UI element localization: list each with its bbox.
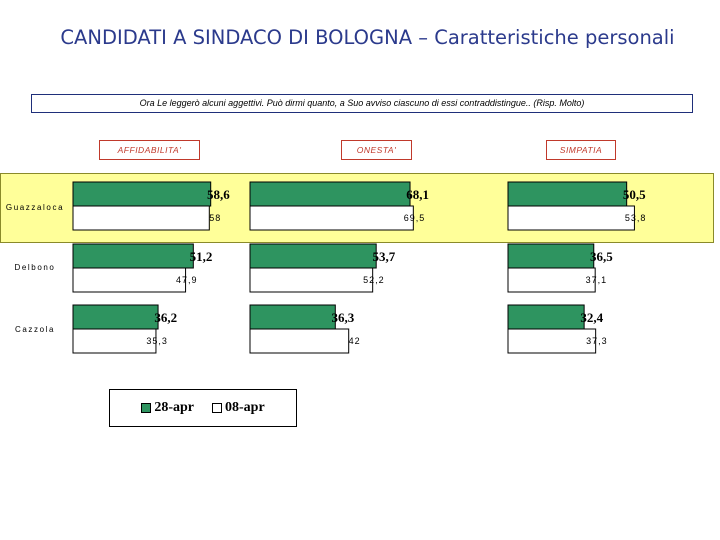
data-label-08-apr-guazzaloca-simpatia: 53,8 <box>625 213 647 223</box>
data-label-08-apr-delbono-simpatia: 37,1 <box>586 275 608 285</box>
category-onesta: ONESTA' <box>341 140 412 160</box>
legend: 28-apr 08-apr <box>109 389 297 427</box>
data-label-28-apr-delbono-affidabilita: 51,2 <box>190 249 213 264</box>
candidate-label-delbono: Delbono <box>14 263 56 272</box>
data-label-28-apr-delbono-onesta: 53,7 <box>372 249 395 264</box>
data-label-08-apr-cazzola-simpatia: 37,3 <box>586 336 608 346</box>
bar-28-apr-delbono-simpatia <box>507 243 595 269</box>
page-title: CANDIDATI A SINDACO DI BOLOGNA – Caratte… <box>60 26 675 49</box>
data-label-28-apr-cazzola-onesta: 36,3 <box>332 310 355 325</box>
bar-08-apr-cazzola-affidabilita <box>72 328 157 354</box>
bar-28-apr-cazzola-affidabilita <box>72 304 159 330</box>
category-affidabilita: AFFIDABILITA' <box>99 140 200 160</box>
data-label-08-apr-cazzola-onesta: 42 <box>349 336 361 346</box>
legend-item-28apr: 28-apr <box>141 400 194 416</box>
data-label-08-apr-guazzaloca-onesta: 69,5 <box>404 213 426 223</box>
data-label-28-apr-guazzaloca-affidabilita: 58,6 <box>207 187 230 202</box>
bar-28-apr-guazzaloca-affidabilita <box>72 181 212 207</box>
data-label-28-apr-cazzola-affidabilita: 36,2 <box>154 310 177 325</box>
bar-28-apr-cazzola-onesta <box>249 304 336 330</box>
data-label-28-apr-cazzola-simpatia: 32,4 <box>580 310 603 325</box>
category-simpatia: SIMPATIA <box>546 140 616 160</box>
legend-swatch-08apr <box>212 403 222 413</box>
data-label-28-apr-guazzaloca-simpatia: 50,5 <box>623 187 646 202</box>
data-label-28-apr-guazzaloca-onesta: 68,1 <box>406 187 429 202</box>
bar-28-apr-delbono-affidabilita <box>72 243 194 269</box>
data-label-08-apr-delbono-onesta: 52,2 <box>363 275 385 285</box>
data-label-28-apr-delbono-simpatia: 36,5 <box>590 249 613 264</box>
legend-label-28apr: 28-apr <box>154 400 194 415</box>
bar-08-apr-guazzaloca-simpatia <box>507 205 635 231</box>
legend-label-08apr: 08-apr <box>225 400 265 415</box>
bar-08-apr-cazzola-onesta <box>249 328 350 354</box>
question-box: Ora Le leggerò alcuni aggettivi. Può dir… <box>31 94 693 113</box>
bar-28-apr-cazzola-simpatia <box>507 304 585 330</box>
bar-08-apr-cazzola-simpatia <box>507 328 597 354</box>
bar-28-apr-guazzaloca-simpatia <box>507 181 628 207</box>
bar-08-apr-delbono-simpatia <box>507 267 596 293</box>
legend-item-08apr: 08-apr <box>212 400 265 416</box>
data-label-08-apr-cazzola-affidabilita: 35,3 <box>146 336 168 346</box>
legend-swatch-28apr <box>141 403 152 413</box>
bar-08-apr-delbono-affidabilita <box>72 267 187 293</box>
bar-08-apr-guazzaloca-affidabilita <box>72 205 210 231</box>
bar-28-apr-guazzaloca-onesta <box>249 181 411 207</box>
candidate-label-cazzola: Cazzola <box>14 325 56 334</box>
candidate-label-guazzaloca: Guazzaloca <box>5 203 65 212</box>
bar-08-apr-guazzaloca-onesta <box>249 205 414 231</box>
bar-08-apr-delbono-onesta <box>249 267 374 293</box>
bar-28-apr-delbono-onesta <box>249 243 377 269</box>
data-label-08-apr-delbono-affidabilita: 47,9 <box>176 275 198 285</box>
data-label-08-apr-guazzaloca-affidabilita: 58 <box>209 213 221 223</box>
